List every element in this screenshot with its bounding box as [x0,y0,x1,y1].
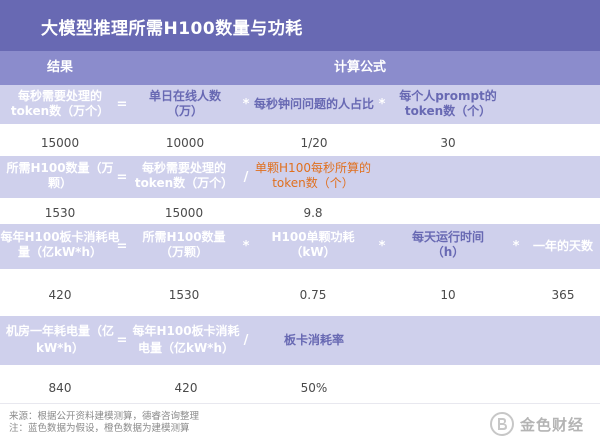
row2-result-label: 所需H100数量（万颗） [6,161,114,190]
row3-value-daily-hours: 10 [440,288,456,302]
column-header-result: 结果 [46,60,73,75]
page-title: 大模型推理所需H100数量与功耗 [41,19,303,39]
row2-term-h100-throughput: 单颗H100每秒所算的token数（个） [255,161,371,190]
row3-value-days-per-year: 365 [551,288,575,302]
bitcoin-coin-icon [489,412,514,436]
row3-term-daily-hours: 每天运行时间（h） [411,230,484,259]
row4-result-label: 机房一年耗电量（亿kW*h） [5,324,114,355]
row3-value-h100-count: 1530 [168,288,200,302]
row3-result-label: 每年H100板卡消耗电量（亿kW*h） [0,230,120,259]
row2-value-tokens-per-second: 15000 [164,206,204,220]
row4-value-annual-board-power: 420 [174,381,198,395]
formula-row-1: 每秒需要处理的token数（万个） = 单日在线人数（万） * 每秒钟问问题的人… [0,85,600,124]
row3-value-result: 420 [48,288,72,302]
footer-notes: 来源：根据公开资料建模测算，德睿咨询整理 注：蓝色数据为假设，橙色数据为建模测算 [9,411,199,435]
row2-op-divide: / [243,170,249,185]
column-header-formula: 计算公式 [333,60,386,75]
row2-term-tokens-per-second: 每秒需要处理的token数（万个） [134,161,234,190]
row3-op-3: * [512,239,520,254]
column-header-row: 结果 计算公式 [0,51,600,85]
row1-equals: = [116,97,128,112]
row1-term-ask-ratio: 每秒钟问问题的人占比 [254,97,375,111]
row3-equals: = [116,239,128,254]
row3-term-h100-count: 所需H100数量（万颗） [142,230,226,259]
row4-term-annual-board-power: 每年H100板卡消耗电量（亿kW*h） [132,324,240,355]
row1-term-online-users: 单日在线人数（万） [148,89,221,118]
footer-source: 来源：根据公开资料建模测算，德睿咨询整理 [9,411,200,422]
title-bar: 大模型推理所需H100数量与功耗 [0,0,600,51]
row1-result-label: 每秒需要处理的token数（万个） [10,89,110,118]
row1-value-online-users: 10000 [165,136,205,150]
row1-op-1: * [242,97,250,112]
row1-value-result: 15000 [40,136,80,150]
row1-op-2: * [378,97,386,112]
row1-value-ask-ratio: 1/20 [300,136,328,150]
footer-note: 注：蓝色数据为假设，橙色数据为建模测算 [9,423,190,434]
row2-equals: = [116,170,128,185]
row3-term-days-per-year: 一年的天数 [532,239,593,253]
formula-row-3: 每年H100板卡消耗电量（亿kW*h） = 所需H100数量（万颗） * H10… [0,224,600,269]
row4-op-divide: / [243,333,249,348]
row4-value-result: 840 [48,381,72,395]
formula-row-4: 机房一年耗电量（亿kW*h） = 每年H100板卡消耗电量（亿kW*h） / 板… [0,316,600,365]
formula-row-2: 所需H100数量（万颗） = 每秒需要处理的token数（万个） / 单颗H10… [0,156,600,198]
row1-value-prompt-tokens: 30 [440,136,456,150]
row4-value-board-ratio: 50% [300,381,328,395]
footer-divider [0,403,600,404]
row3-term-h100-power: H100单颗功耗（kW） [271,230,355,259]
row3-op-2: * [378,239,386,254]
row4-equals: = [116,333,128,348]
row4-term-board-ratio: 板卡消耗率 [283,333,344,347]
row1-term-prompt-tokens: 每个人prompt的token数（个） [399,89,497,118]
row2-value-result: 1530 [44,206,76,220]
jinse-logo: 金色财经 [489,412,584,436]
logo-text: 金色财经 [519,415,584,434]
row3-value-h100-power: 0.75 [299,288,327,302]
row2-value-h100-throughput: 9.8 [303,206,323,220]
row3-op-1: * [242,239,250,254]
